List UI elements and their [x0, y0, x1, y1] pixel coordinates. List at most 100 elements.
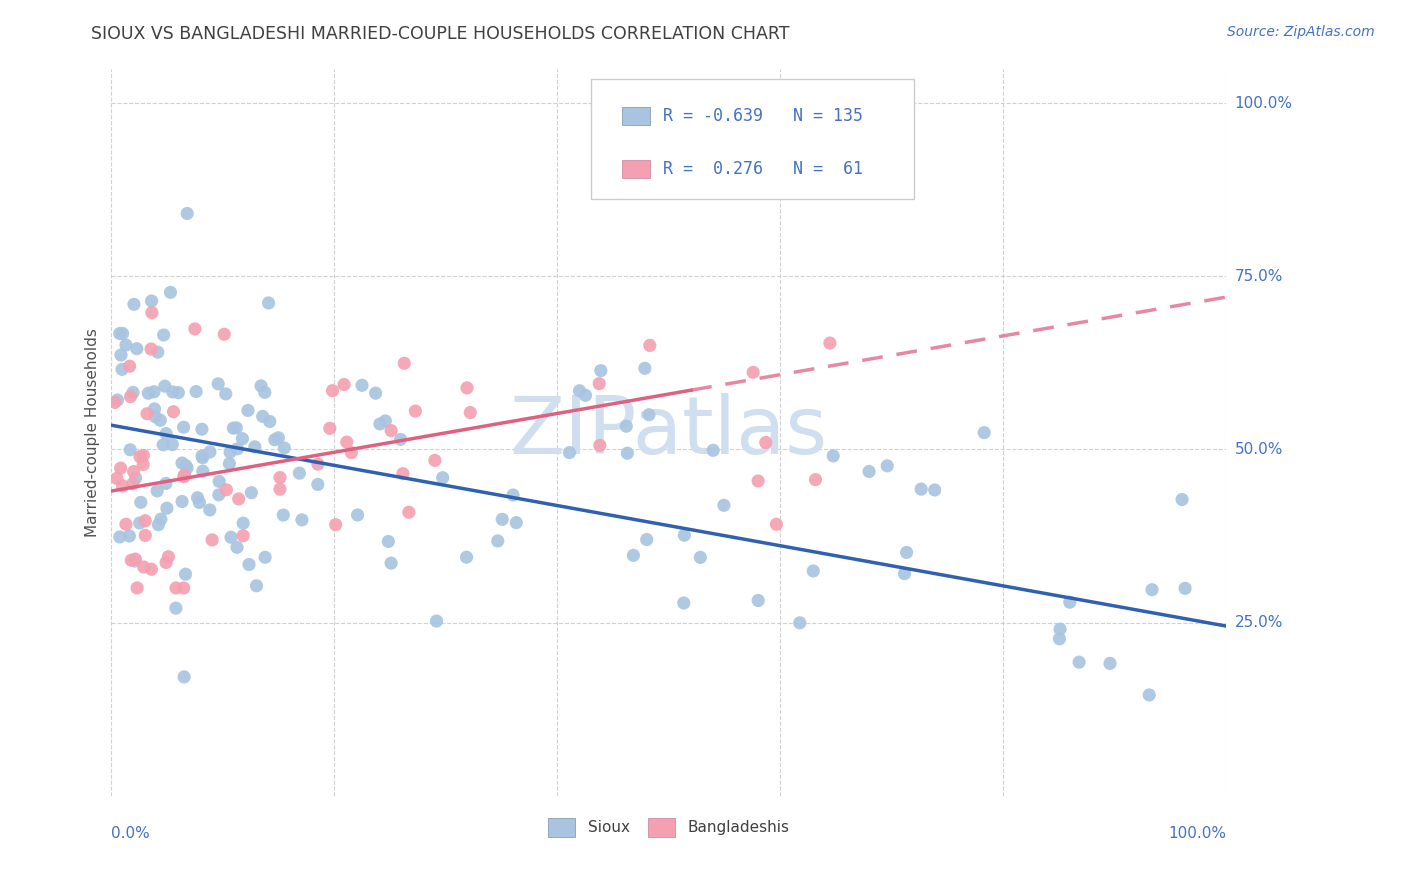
Point — [120, 442, 142, 457]
Point — [702, 443, 724, 458]
Point — [340, 445, 363, 459]
Point — [173, 670, 195, 684]
Point — [118, 529, 141, 543]
Point — [672, 596, 695, 610]
Point — [153, 379, 176, 393]
Point — [823, 449, 845, 463]
Point — [120, 390, 142, 404]
Point — [673, 528, 696, 542]
Point — [132, 449, 155, 463]
Point — [380, 556, 402, 570]
Point — [176, 206, 198, 220]
Point — [152, 328, 174, 343]
Point — [432, 471, 454, 485]
Point — [394, 356, 416, 370]
Point — [307, 457, 329, 471]
Point — [162, 384, 184, 399]
Point — [1174, 582, 1197, 596]
Point — [271, 508, 294, 522]
Point — [188, 495, 211, 509]
Point — [228, 491, 250, 506]
Point — [267, 431, 290, 445]
Point — [225, 421, 247, 435]
Point — [174, 458, 197, 473]
Point — [245, 579, 267, 593]
Point — [893, 566, 915, 581]
Point — [146, 483, 169, 498]
Point — [910, 482, 932, 496]
Point — [128, 516, 150, 530]
Point — [108, 530, 131, 544]
Point — [614, 419, 637, 434]
Point — [105, 471, 128, 485]
Point — [122, 297, 145, 311]
Point — [623, 549, 645, 563]
Text: 0.0%: 0.0% — [111, 826, 150, 841]
Point — [108, 326, 131, 341]
Point — [259, 414, 281, 428]
Point — [118, 359, 141, 374]
Point — [232, 529, 254, 543]
Point — [1140, 582, 1163, 597]
Point — [336, 435, 359, 450]
Point — [139, 342, 162, 356]
Point — [226, 541, 249, 555]
Point — [184, 322, 207, 336]
Point — [167, 385, 190, 400]
Point — [143, 401, 166, 416]
Point — [208, 475, 231, 489]
Text: 100.0%: 100.0% — [1168, 826, 1226, 841]
Point — [1171, 492, 1194, 507]
Point — [368, 417, 391, 431]
Point — [232, 516, 254, 530]
FancyBboxPatch shape — [591, 79, 914, 200]
Text: R =  0.276   N =  61: R = 0.276 N = 61 — [664, 160, 863, 178]
Point — [804, 473, 827, 487]
Point — [398, 505, 420, 519]
Point — [141, 293, 163, 308]
Point — [198, 445, 221, 459]
Point — [184, 384, 207, 399]
Point — [346, 508, 368, 522]
Point — [319, 421, 342, 435]
Text: 50.0%: 50.0% — [1234, 442, 1282, 457]
Point — [636, 533, 658, 547]
Point — [689, 550, 711, 565]
Point — [122, 385, 145, 400]
Point — [141, 562, 163, 576]
Point — [505, 516, 527, 530]
Point — [876, 458, 898, 473]
Point — [713, 499, 735, 513]
Point — [458, 405, 481, 419]
Point — [801, 564, 824, 578]
Point — [896, 545, 918, 559]
Point — [176, 461, 198, 475]
Point — [558, 445, 581, 459]
Point — [115, 338, 138, 352]
Point — [155, 556, 177, 570]
Point — [157, 549, 180, 564]
Point — [174, 567, 197, 582]
Point — [129, 495, 152, 509]
Point — [207, 376, 229, 391]
Point — [568, 384, 591, 398]
Point — [152, 438, 174, 452]
Point — [389, 433, 412, 447]
Text: 25.0%: 25.0% — [1234, 615, 1282, 630]
Point — [165, 581, 187, 595]
Point — [172, 494, 194, 508]
Point — [173, 420, 195, 434]
Point — [486, 533, 509, 548]
Point — [143, 384, 166, 399]
Point — [212, 327, 235, 342]
Point — [589, 438, 612, 452]
Point — [755, 435, 778, 450]
Point — [191, 464, 214, 478]
Point — [122, 465, 145, 479]
Point — [765, 517, 787, 532]
Point — [111, 362, 134, 376]
Y-axis label: Married-couple Households: Married-couple Households — [86, 327, 100, 537]
Point — [132, 560, 155, 574]
Text: Source: ZipAtlas.com: Source: ZipAtlas.com — [1227, 25, 1375, 39]
Point — [173, 581, 195, 595]
